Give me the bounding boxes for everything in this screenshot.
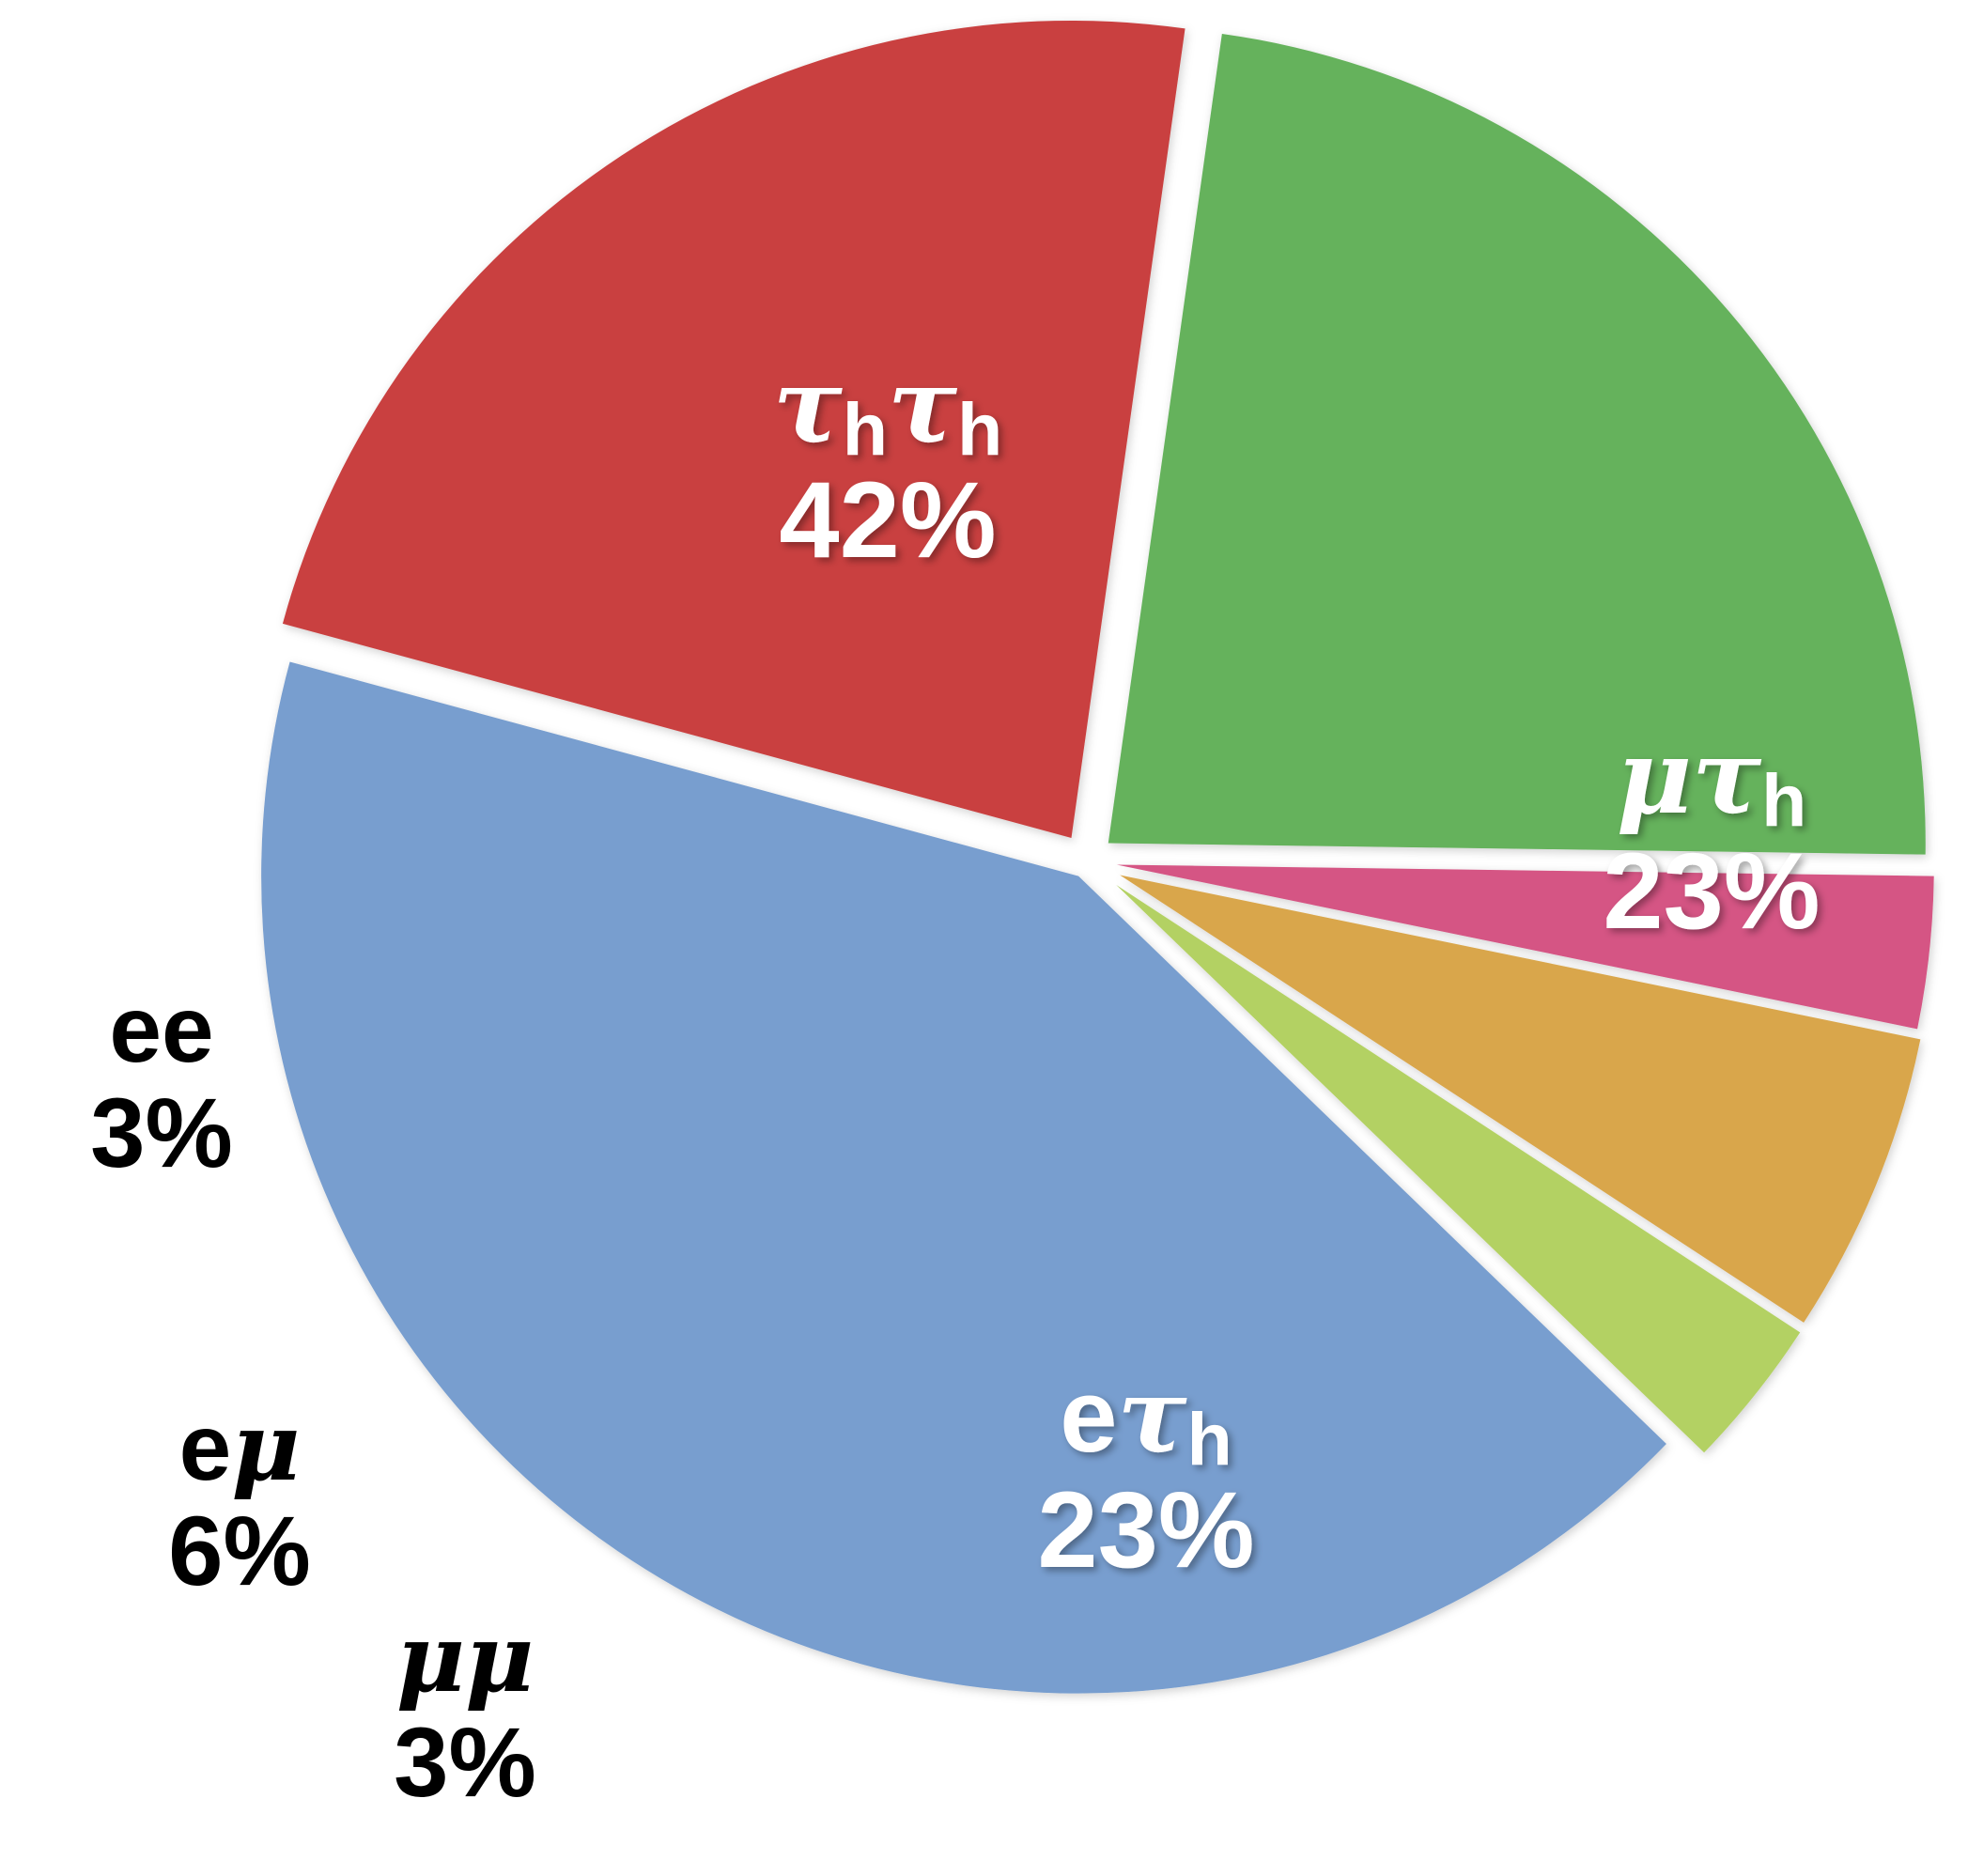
slice-name-mu-tauh: μτh — [1617, 716, 1807, 842]
slice-label-e-mu: eμ6% — [168, 1391, 311, 1606]
slice-name-mu-mu: μμ — [396, 1603, 534, 1713]
slice-percent-mu-mu: 3% — [394, 1708, 536, 1818]
slice-name-e-e: ee — [109, 977, 213, 1082]
slice-name-e-tauh: eτh — [1060, 1355, 1232, 1481]
pie-slice-e-mu — [1120, 875, 1921, 1323]
pie-slice-tauh-tauh — [261, 661, 1666, 1694]
pie-slice-e-tauh — [1108, 33, 1926, 855]
slice-label-e-e: ee3% — [90, 977, 233, 1188]
slice-name-e-mu: eμ — [179, 1391, 301, 1502]
slice-percent-e-tauh: 23% — [1037, 1469, 1254, 1590]
slice-percent-e-mu: 6% — [168, 1496, 311, 1606]
pie-slice-mu-tauh — [282, 20, 1185, 838]
slice-percent-e-e: 3% — [90, 1078, 233, 1188]
slice-label-mu-mu: μμ3% — [394, 1603, 536, 1818]
slice-percent-mu-tauh: 23% — [1603, 830, 1820, 952]
pie-slice-mu-mu — [1116, 864, 1934, 1030]
slice-name-tauh-tauh: τhτh — [773, 345, 1003, 471]
slice-percent-tauh-tauh: 42% — [779, 459, 996, 581]
pie-slice-e-e — [1116, 884, 1801, 1453]
